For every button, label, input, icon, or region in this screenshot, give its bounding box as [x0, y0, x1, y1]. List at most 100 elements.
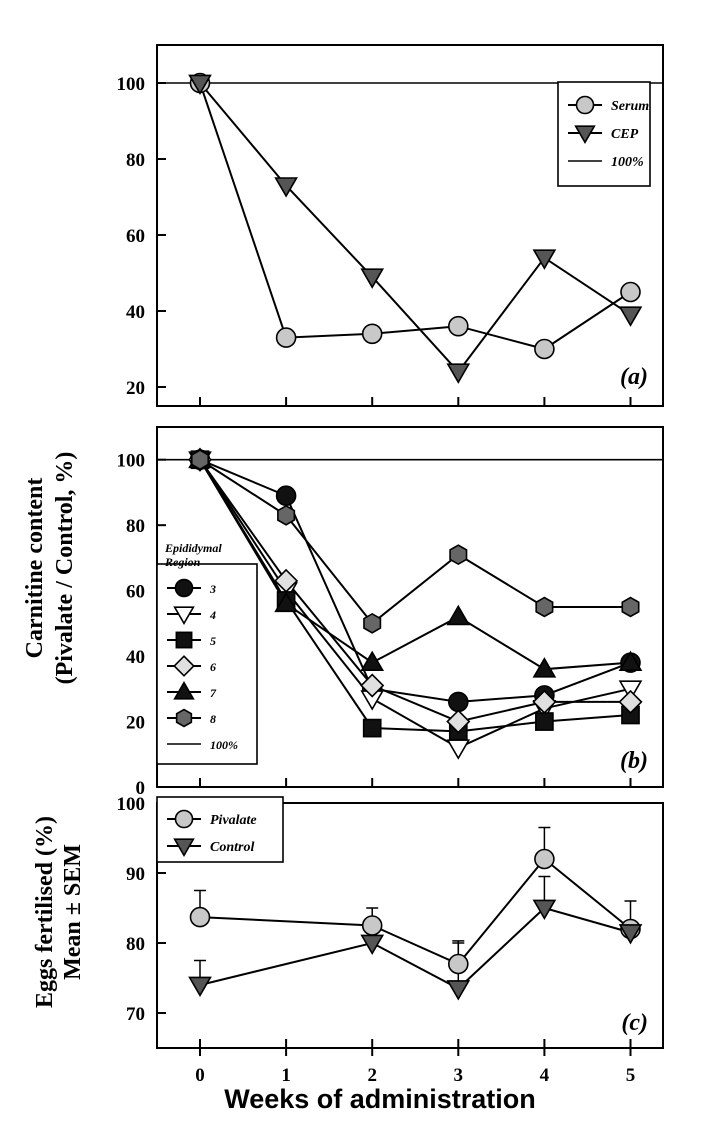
data-point-8: [190, 449, 210, 471]
data-point-6: [532, 689, 557, 714]
data-point-8: [535, 596, 554, 618]
series-line-serum: [199, 82, 632, 351]
y-tick-label: 40: [126, 302, 145, 323]
y-tick-label: 60: [126, 226, 145, 247]
data-point-cep: [532, 249, 557, 270]
panel-tag: (b): [620, 748, 648, 774]
y-tick-label: 0: [136, 778, 146, 799]
legend: Pivalate Control: [156, 796, 284, 863]
data-point-3: [275, 485, 297, 507]
data-point-pivalate: [534, 848, 555, 870]
legend-label-3: 3: [209, 582, 216, 596]
series-line-pivalate: [199, 857, 632, 966]
legend-label-6: 6: [210, 660, 216, 674]
x-tick-label: 1: [281, 1065, 291, 1086]
data-point-control: [446, 980, 471, 1001]
data-point-serum: [534, 338, 555, 360]
panel-tag: (c): [621, 1010, 648, 1036]
series-line-6: [199, 459, 631, 723]
panel-tag: (a): [620, 364, 648, 390]
data-point-8: [363, 612, 382, 634]
legend-label-7: 7: [210, 686, 217, 700]
data-point-4: [446, 739, 471, 760]
series-line-7: [199, 459, 631, 671]
data-point-5: [362, 718, 382, 738]
data-point-serum: [275, 327, 297, 348]
x-tick-label: 3: [454, 1065, 464, 1086]
series-line-5: [199, 459, 631, 733]
series-line-cep: [199, 82, 632, 374]
legend-marker-4: [173, 606, 195, 625]
c-y-axis-label-line1: Eggs fertilised (%): [32, 816, 58, 1008]
data-point-control: [188, 976, 212, 998]
plot-frame: [156, 802, 664, 1049]
panel-1: 20 40 60 80 100 Serum CEP 100% (a): [117, 44, 664, 407]
data-point-8: [449, 544, 468, 566]
x-tick-label: 4: [540, 1065, 550, 1086]
legend-title: Epididymal Region: [164, 541, 222, 569]
y-tick-label: 80: [126, 516, 145, 537]
legend-label-100%: 100%: [611, 155, 644, 170]
data-point-control: [618, 924, 643, 945]
y-axis-label-line1: Carnitine content: [22, 478, 48, 659]
data-point-serum: [620, 281, 641, 303]
y-tick-label: 20: [126, 378, 145, 399]
data-point-pivalate: [447, 953, 469, 975]
legend-marker-5: [175, 631, 193, 649]
data-point-7: [446, 604, 471, 626]
data-point-pivalate: [361, 915, 383, 936]
data-point-7: [532, 657, 557, 678]
data-point-cep: [274, 177, 298, 198]
legend-marker-3: [174, 578, 194, 598]
y-tick-label: 20: [126, 713, 145, 734]
y-tick-label: 100: [117, 74, 146, 95]
data-point-cep: [446, 363, 471, 384]
legend-label-4: 4: [209, 608, 216, 622]
data-point-8: [277, 504, 296, 526]
legend-marker-pivalate: [174, 809, 194, 829]
legend-marker-8: [175, 708, 193, 728]
legend-label-8: 8: [210, 712, 216, 726]
c-y-axis-label-line2: Mean ± SEM: [60, 844, 86, 980]
x-tick-label: 5: [626, 1065, 636, 1086]
legend-marker-serum: [575, 95, 595, 115]
data-point-control: [360, 934, 385, 956]
plot-frame: [156, 44, 664, 407]
legend-label-pivalate: Pivalate: [210, 813, 257, 828]
y-tick-label: 40: [126, 647, 145, 668]
legend-label-serum: Serum: [611, 99, 649, 114]
data-point-pivalate: [189, 906, 211, 928]
panels: 20406080100SerumCEP100%(a)020406080100Ep…: [117, 44, 664, 1086]
series-line-4: [199, 459, 631, 749]
legend: Serum CEP 100%: [557, 81, 651, 187]
data-point-3: [447, 691, 469, 713]
y-axis-label-line2: (Pivalate / Control, %): [52, 452, 78, 685]
data-point-cep: [360, 268, 385, 289]
data-point-6: [446, 709, 471, 734]
data-point-serum: [447, 315, 469, 337]
x-axis-label: Weeks of administration: [224, 1084, 536, 1114]
y-tick-label: 90: [126, 864, 145, 885]
data-point-control: [532, 899, 557, 921]
y-tick-label: 80: [126, 934, 145, 955]
legend-label-control: Control: [210, 840, 254, 855]
data-point-cep: [188, 74, 212, 96]
data-point-7: [618, 650, 643, 672]
y-tick-label: 70: [126, 1004, 145, 1025]
data-point-6: [618, 689, 643, 714]
series-line-8: [199, 458, 631, 625]
x-tick-label: 0: [195, 1065, 205, 1086]
panel-2: 0 20 40 60 80 100 Epididymal Region 3 4 5 6 7 8 100% (b…: [117, 426, 664, 799]
legend-box: [156, 796, 284, 863]
legend-marker-6: [173, 655, 195, 677]
data-point-7: [360, 650, 385, 672]
series-line-3: [199, 458, 631, 703]
data-point-serum: [361, 323, 383, 345]
data-point-7: [274, 591, 298, 613]
legend-label-100%: 100%: [210, 738, 238, 752]
y-tick-label: 80: [126, 150, 145, 171]
panel-3: 70 80 90 100 0 1 2 3 4 5 Pivalate Control (c): [117, 794, 664, 1086]
y-tick-label: 60: [126, 582, 145, 603]
legend: Epididymal Region 3 4 5 6 7 8 100%: [156, 541, 258, 765]
